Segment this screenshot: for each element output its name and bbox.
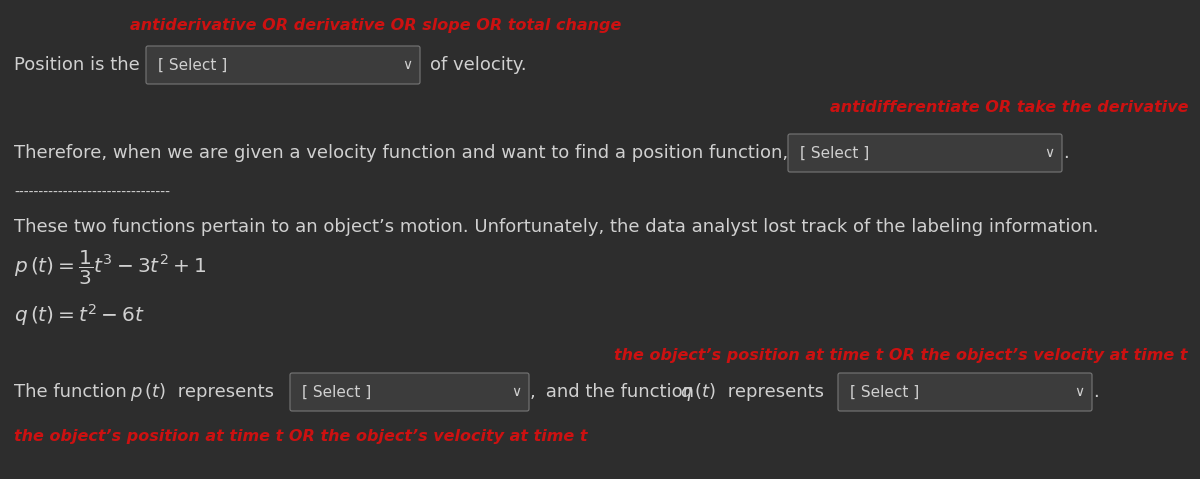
Text: [ Select ]: [ Select ] — [158, 57, 227, 72]
Text: --------------------------------: -------------------------------- — [14, 186, 170, 200]
Text: The function: The function — [14, 383, 132, 401]
Text: $q\,(t) = t^2 - 6t$: $q\,(t) = t^2 - 6t$ — [14, 302, 145, 328]
FancyBboxPatch shape — [838, 373, 1092, 411]
Text: .: . — [1093, 383, 1099, 401]
Text: antiderivative OR derivative OR slope OR total change: antiderivative OR derivative OR slope OR… — [130, 18, 622, 33]
Text: the object’s position at time t OR the object’s velocity at time t: the object’s position at time t OR the o… — [614, 348, 1188, 363]
Text: the object’s position at time t OR the object’s velocity at time t: the object’s position at time t OR the o… — [14, 430, 588, 445]
Text: [ Select ]: [ Select ] — [800, 146, 869, 160]
Text: represents: represents — [172, 383, 274, 401]
Text: represents: represents — [722, 383, 824, 401]
Text: ∨: ∨ — [402, 58, 412, 72]
Text: $p\,(t) = \dfrac{1}{3}t^3 - 3t^2 + 1$: $p\,(t) = \dfrac{1}{3}t^3 - 3t^2 + 1$ — [14, 249, 206, 287]
Text: $q\,(t)$: $q\,(t)$ — [680, 381, 716, 403]
Text: .: . — [1063, 144, 1069, 162]
Text: and the function: and the function — [540, 383, 700, 401]
FancyBboxPatch shape — [290, 373, 529, 411]
Text: ,: , — [530, 383, 535, 401]
Text: These two functions pertain to an object’s motion. Unfortunately, the data analy: These two functions pertain to an object… — [14, 218, 1099, 236]
FancyBboxPatch shape — [788, 134, 1062, 172]
Text: [ Select ]: [ Select ] — [302, 385, 371, 399]
Text: ∨: ∨ — [1074, 385, 1084, 399]
Text: of velocity.: of velocity. — [430, 56, 527, 74]
Text: antidifferentiate OR take the derivative: antidifferentiate OR take the derivative — [829, 100, 1188, 115]
Text: $p\,(t)$: $p\,(t)$ — [130, 381, 166, 403]
Text: [ Select ]: [ Select ] — [850, 385, 919, 399]
Text: Position is the: Position is the — [14, 56, 139, 74]
Text: Therefore, when we are given a velocity function and want to find a position fun: Therefore, when we are given a velocity … — [14, 144, 912, 162]
Text: ∨: ∨ — [511, 385, 521, 399]
FancyBboxPatch shape — [146, 46, 420, 84]
Text: ∨: ∨ — [1044, 146, 1054, 160]
